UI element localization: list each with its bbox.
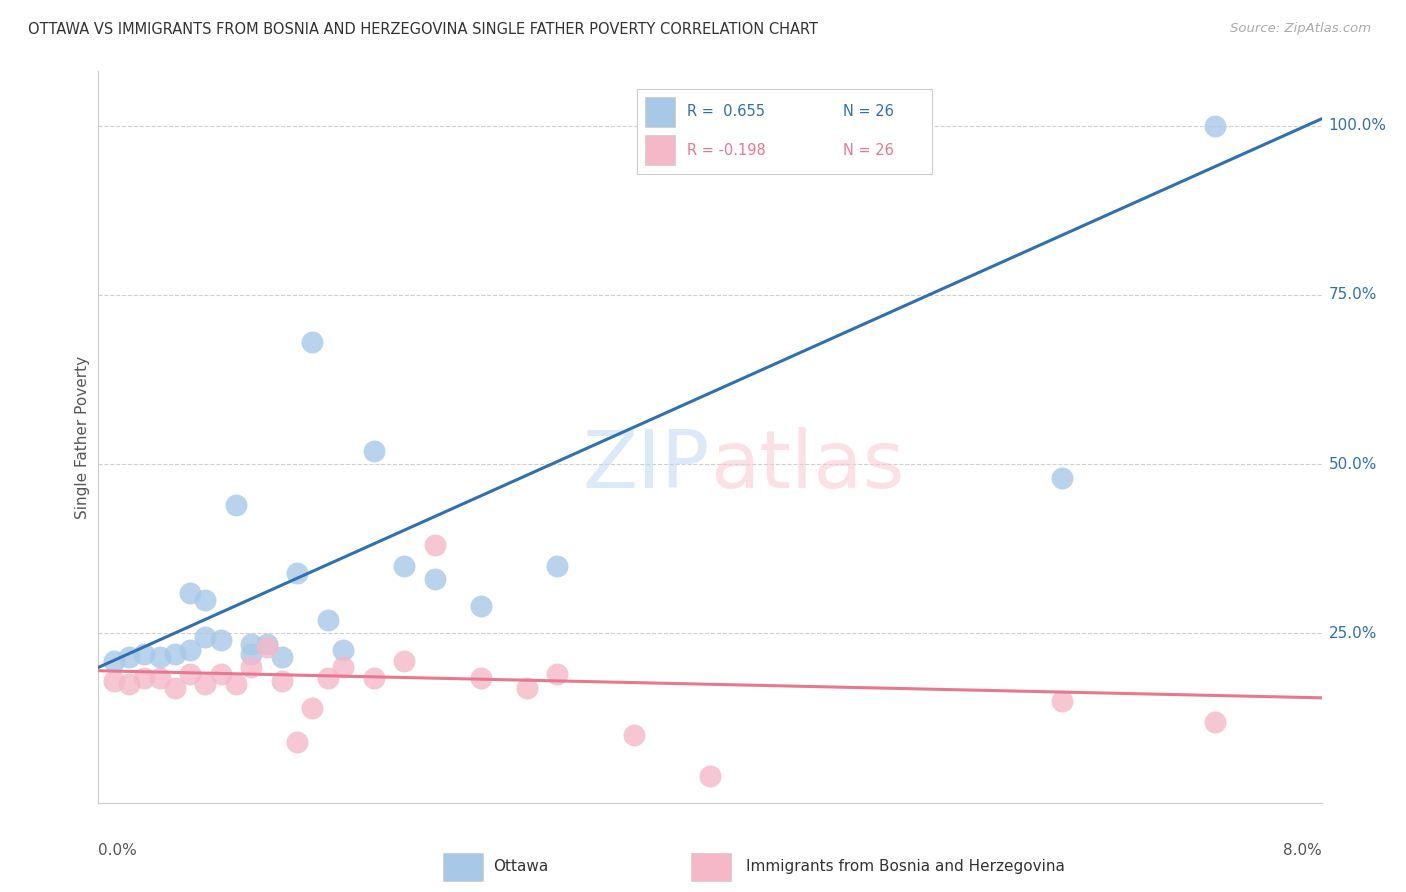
Point (316, 671, 339, 685)
Point (546, 558, 568, 573)
Point (209, 633, 232, 648)
Point (149, 650, 172, 665)
Point (423, 572, 446, 586)
FancyBboxPatch shape (690, 854, 731, 881)
Point (270, 650, 294, 665)
Point (163, 647, 186, 661)
Text: N = 26: N = 26 (844, 104, 894, 120)
Text: Ottawa: Ottawa (492, 859, 548, 873)
Point (103, 654, 125, 668)
Point (179, 643, 201, 657)
Point (118, 650, 141, 665)
Text: atlas: atlas (710, 427, 904, 506)
FancyBboxPatch shape (443, 854, 484, 881)
Point (134, 671, 156, 685)
Point (179, 667, 201, 681)
Point (285, 735, 308, 749)
Point (240, 660, 263, 674)
Point (1050, 694, 1073, 708)
Point (301, 701, 323, 715)
Point (194, 592, 217, 607)
Point (392, 654, 416, 668)
Point (1050, 471, 1073, 485)
Point (149, 671, 172, 685)
Point (546, 667, 568, 681)
Point (179, 586, 201, 600)
Point (256, 640, 278, 654)
Text: N = 26: N = 26 (844, 143, 894, 158)
Point (301, 335, 323, 350)
Point (363, 443, 385, 458)
Point (392, 558, 416, 573)
Text: 100.0%: 100.0% (1329, 118, 1386, 133)
Point (270, 673, 294, 688)
Text: 50.0%: 50.0% (1329, 457, 1376, 472)
Point (103, 673, 125, 688)
Point (194, 630, 217, 644)
Point (1204, 714, 1226, 729)
FancyBboxPatch shape (645, 135, 675, 165)
Point (225, 677, 247, 691)
Point (516, 681, 538, 695)
Point (194, 677, 217, 691)
Point (423, 538, 446, 552)
Point (332, 660, 354, 674)
Point (623, 728, 645, 742)
Text: ZIP: ZIP (582, 427, 710, 506)
Point (134, 647, 156, 661)
Text: R =  0.655: R = 0.655 (688, 104, 765, 120)
Point (285, 566, 308, 580)
Text: Immigrants from Bosnia and Herzegovina: Immigrants from Bosnia and Herzegovina (747, 859, 1066, 873)
Text: 75.0%: 75.0% (1329, 287, 1376, 302)
Point (240, 647, 263, 661)
Point (118, 677, 141, 691)
Point (332, 643, 354, 657)
Text: R = -0.198: R = -0.198 (688, 143, 766, 158)
Point (470, 599, 492, 614)
Y-axis label: Single Father Poverty: Single Father Poverty (75, 356, 90, 518)
Text: Source: ZipAtlas.com: Source: ZipAtlas.com (1230, 22, 1371, 36)
Point (163, 681, 186, 695)
Point (363, 671, 385, 685)
Point (1204, 119, 1226, 133)
Point (256, 637, 278, 651)
Point (470, 671, 492, 685)
FancyBboxPatch shape (645, 96, 675, 128)
Point (225, 498, 247, 512)
Text: 25.0%: 25.0% (1329, 626, 1376, 641)
Point (209, 667, 232, 681)
Text: 0.0%: 0.0% (98, 843, 138, 858)
Point (316, 613, 339, 627)
Point (240, 637, 263, 651)
Text: 8.0%: 8.0% (1282, 843, 1322, 858)
Text: OTTAWA VS IMMIGRANTS FROM BOSNIA AND HERZEGOVINA SINGLE FATHER POVERTY CORRELATI: OTTAWA VS IMMIGRANTS FROM BOSNIA AND HER… (28, 22, 818, 37)
Point (699, 769, 721, 783)
